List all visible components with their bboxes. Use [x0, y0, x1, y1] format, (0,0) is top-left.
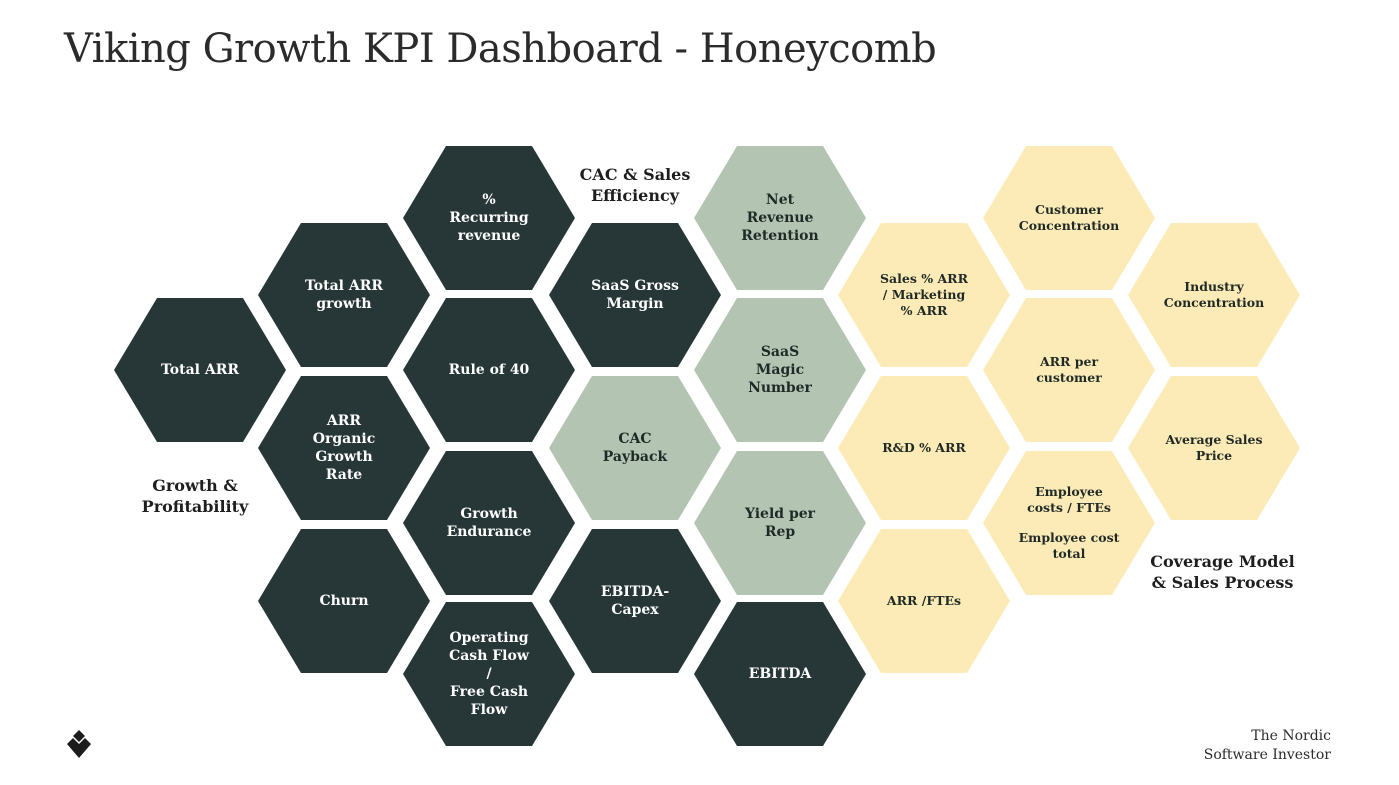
hex-sales-marketing-arr: Sales % ARR / Marketing % ARR: [838, 223, 1010, 367]
hex-label: Churn: [319, 593, 369, 609]
hex-label: Average Sales Price: [1165, 432, 1263, 463]
hex-label: ARR Organic Growth Rate: [312, 413, 376, 483]
hex-recurring-revenue: % Recurring revenue: [403, 146, 575, 290]
hex-industry-concentration: Industry Concentration: [1128, 223, 1300, 367]
hex-label: Yield per Rep: [744, 506, 816, 540]
hex-label: Industry Concentration: [1163, 279, 1265, 310]
group-label-cac-sales-efficiency: CAC & Sales Efficiency: [579, 165, 691, 205]
hex-label: SaaS Magic Number: [748, 344, 812, 396]
hex-label: Growth Endurance: [446, 506, 532, 540]
diamond-logo-icon: [67, 730, 91, 758]
hex-average-sales-price: Average Sales Price: [1128, 376, 1300, 520]
hex-label: Customer Concentration: [1018, 202, 1120, 233]
hex-total-arr-growth: Total ARR growth: [258, 223, 430, 367]
hex-label: Net Revenue Retention: [741, 192, 819, 244]
group-label-coverage-model: Coverage Model & Sales Process: [1150, 552, 1295, 592]
hex-label: Employee costs / FTEs: [1027, 484, 1111, 515]
hex-employee-costs: Employee costs / FTEs Employee cost tota…: [983, 451, 1155, 595]
hex-label: Operating Cash Flow / Free Cash Flow: [449, 630, 529, 718]
hex-ebitda-capex: EBITDA- Capex: [549, 529, 721, 673]
hex-label: R&D % ARR: [882, 440, 966, 455]
hex-label: CAC Payback: [602, 431, 668, 465]
hex-label: Sales % ARR / Marketing % ARR: [880, 271, 968, 318]
hex-label: Total ARR growth: [304, 278, 383, 312]
hex-growth-endurance: Growth Endurance: [403, 451, 575, 595]
hex-rd-arr: R&D % ARR: [838, 376, 1010, 520]
hex-arr-ftes: ARR /FTEs: [838, 529, 1010, 673]
hex-label: Total ARR: [160, 362, 239, 378]
hex-label: ARR /FTEs: [886, 593, 962, 608]
brand-name: The Nordic Software Investor: [1203, 728, 1331, 763]
hex-saas-gross-margin: SaaS Gross Margin: [549, 223, 721, 367]
group-label-growth-profitability: Growth & Profitability: [141, 476, 249, 516]
hex-churn: Churn: [258, 529, 430, 673]
hex-total-arr: Total ARR: [114, 298, 286, 442]
hex-cac-payback: CAC Payback: [549, 376, 721, 520]
hex-label: Employee cost total: [1018, 530, 1120, 561]
hex-operating-cash-flow: Operating Cash Flow / Free Cash Flow: [403, 602, 575, 746]
hex-yield-per-rep: Yield per Rep: [694, 451, 866, 595]
hex-label: Rule of 40: [448, 362, 530, 378]
hex-label: ARR per customer: [1036, 354, 1102, 385]
hex-label: SaaS Gross Margin: [591, 278, 679, 312]
hex-saas-magic-number: SaaS Magic Number: [694, 298, 866, 442]
hex-arr-per-customer: ARR per customer: [983, 298, 1155, 442]
hex-label: EBITDA: [748, 666, 812, 682]
hex-customer-concentration: Customer Concentration: [983, 146, 1155, 290]
hex-label: % Recurring revenue: [449, 192, 529, 244]
page-title: Viking Growth KPI Dashboard - Honeycomb: [64, 26, 937, 72]
hex-rule-of-40: Rule of 40: [403, 298, 575, 442]
hex-label: EBITDA- Capex: [600, 584, 670, 618]
hex-arr-organic-growth-rate: ARR Organic Growth Rate: [258, 376, 430, 520]
hex-ebitda: EBITDA: [694, 602, 866, 746]
hex-net-revenue-retention: Net Revenue Retention: [694, 146, 866, 290]
